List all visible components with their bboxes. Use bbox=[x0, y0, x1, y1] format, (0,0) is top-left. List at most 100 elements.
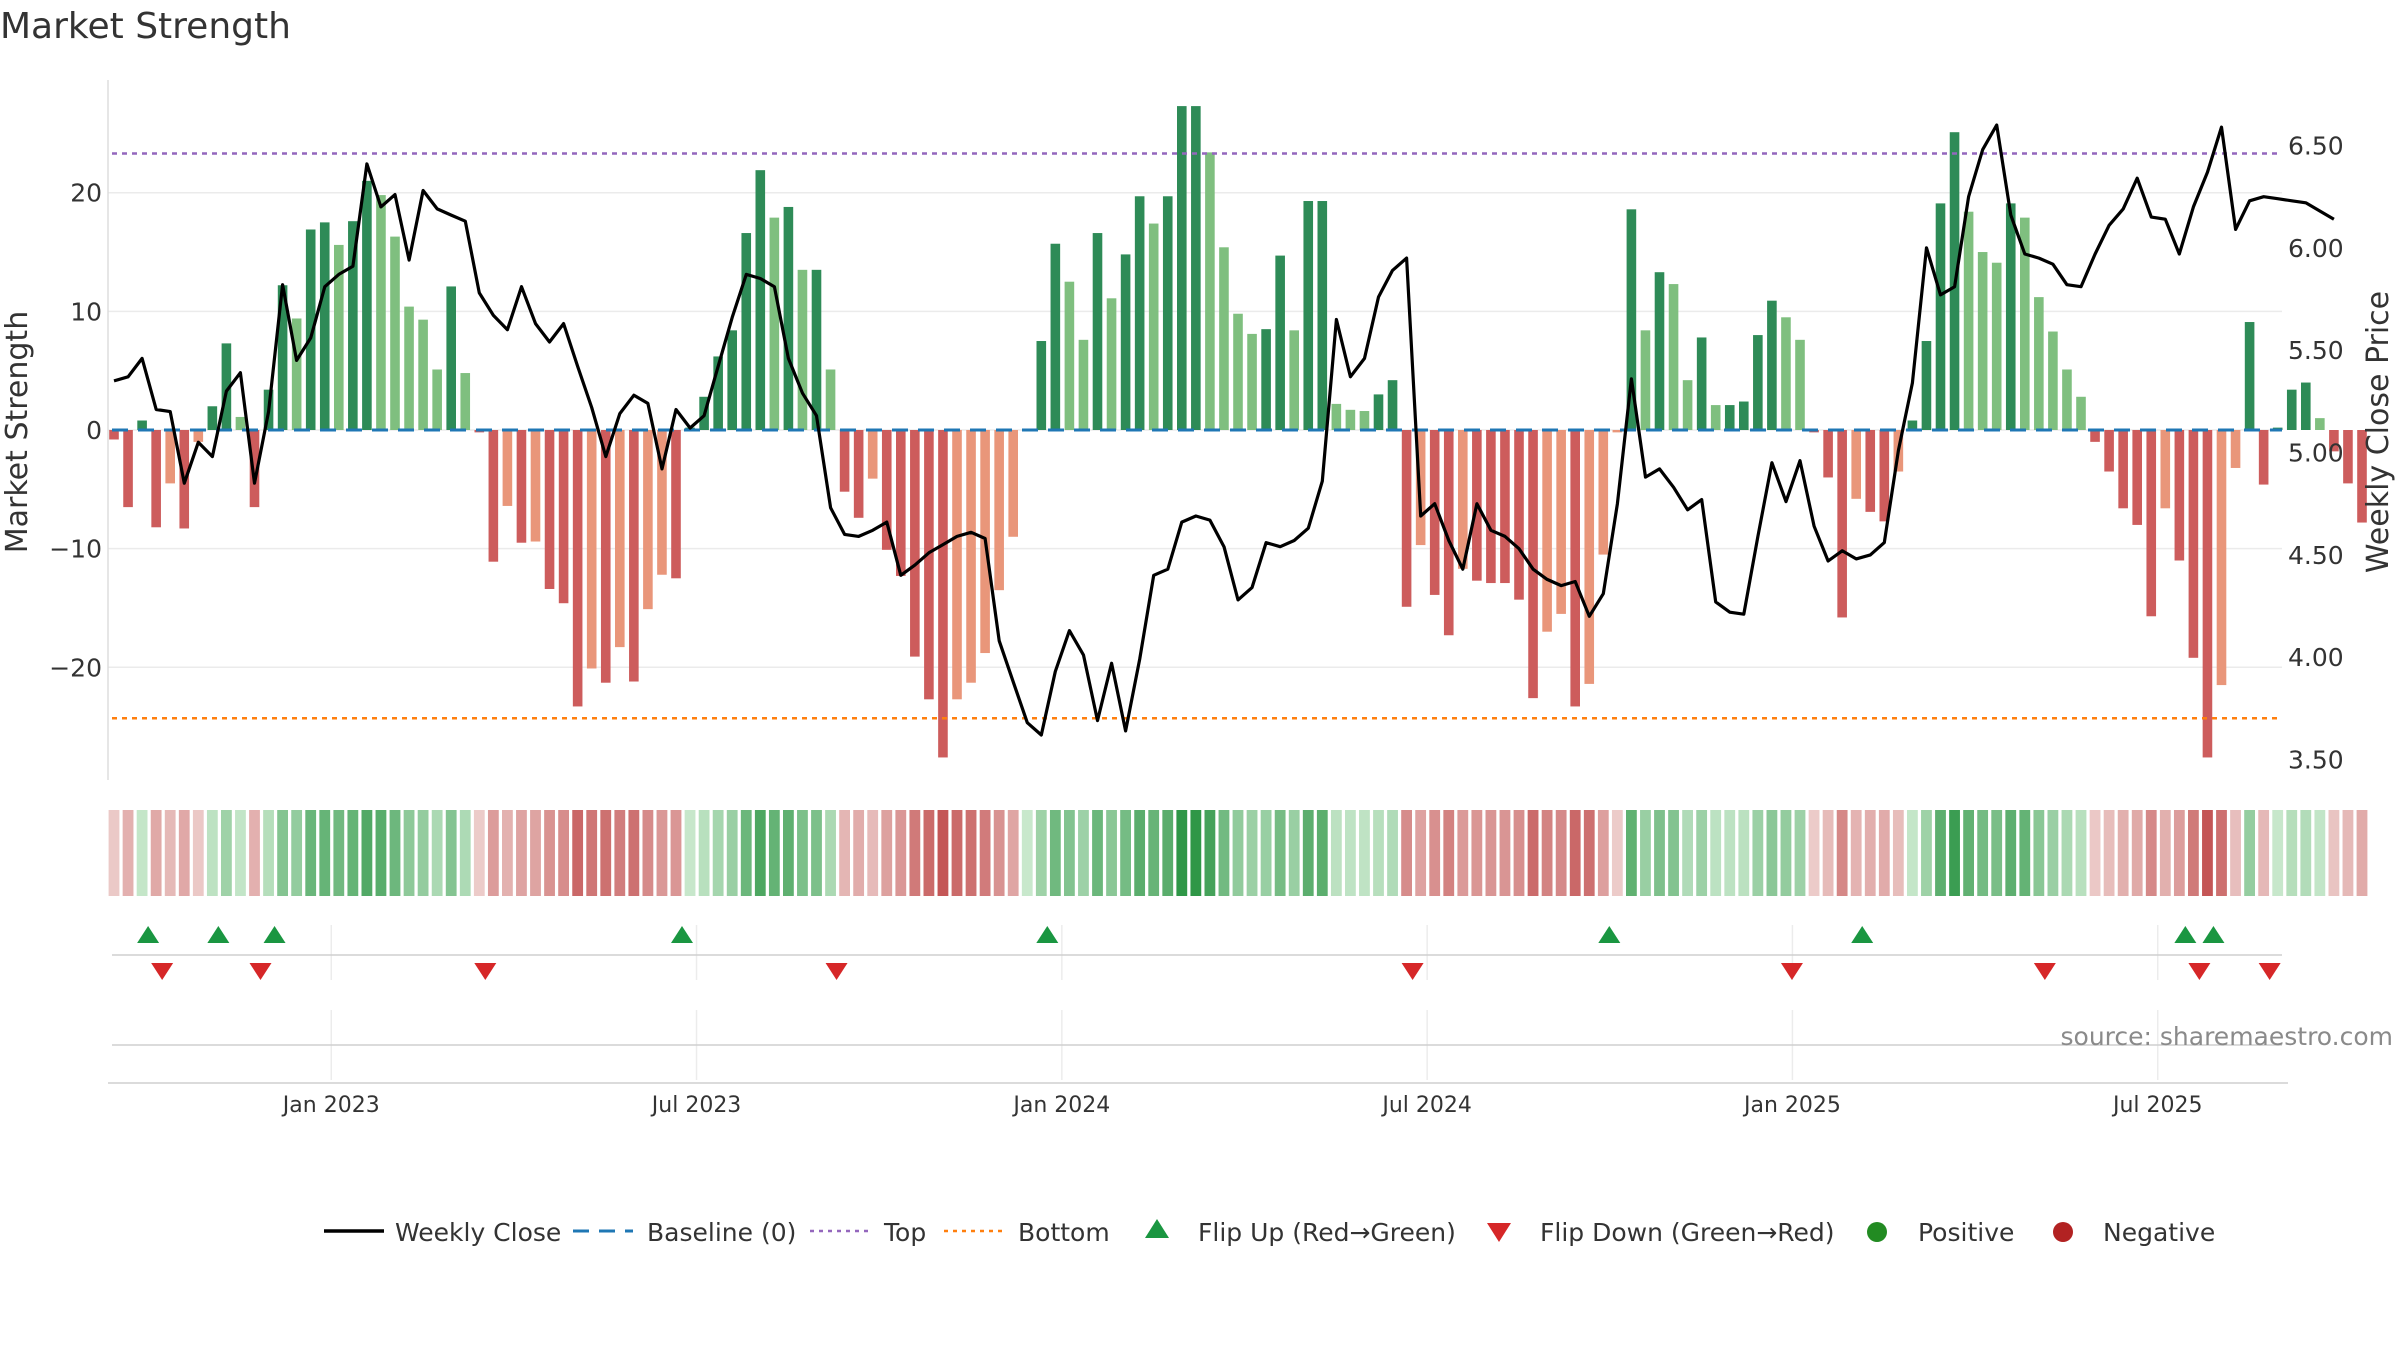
flip-up-marker bbox=[1851, 926, 1874, 943]
strength-bar bbox=[1401, 430, 1412, 607]
legend-flip-down: Flip Down (Green→Red) bbox=[1540, 1218, 1835, 1247]
strength-bar bbox=[811, 269, 822, 430]
strip-cell bbox=[1485, 810, 1497, 896]
y2-tick-label: 6.00 bbox=[2288, 234, 2344, 263]
strip-cell bbox=[136, 810, 148, 896]
strip-cell bbox=[1078, 810, 1089, 896]
strip-cell bbox=[206, 810, 218, 896]
strip-cell bbox=[1443, 810, 1455, 896]
strip-cell bbox=[150, 810, 162, 896]
y-tick-label: −20 bbox=[49, 653, 102, 682]
strip-cell bbox=[445, 810, 457, 896]
legend: Weekly Close Baseline (0) Top Bottom Fli… bbox=[324, 1218, 2215, 1247]
strength-bar bbox=[221, 343, 232, 430]
strip-cell bbox=[1668, 810, 1679, 896]
strength-bar bbox=[319, 222, 330, 430]
strip-cell bbox=[2342, 810, 2354, 896]
strip-cell bbox=[319, 810, 331, 896]
strength-bar bbox=[1387, 380, 1398, 430]
source-label: source: sharemaestro.com bbox=[2061, 1022, 2394, 1051]
strip-cell bbox=[1218, 810, 1230, 896]
strip-cell bbox=[881, 810, 893, 896]
strip-cell bbox=[1499, 810, 1511, 896]
strength-bar bbox=[867, 430, 878, 479]
strength-bar bbox=[1177, 106, 1187, 431]
strip-cell bbox=[558, 810, 569, 896]
y2-tick-label: 6.50 bbox=[2288, 131, 2344, 160]
strength-bar bbox=[235, 416, 246, 430]
strip-cell bbox=[2202, 810, 2213, 896]
y-tick-label: 20 bbox=[70, 179, 102, 208]
strength-bar bbox=[825, 369, 836, 430]
strip-cell bbox=[389, 810, 401, 896]
strip-cell bbox=[1232, 810, 1244, 896]
flip-up-marker bbox=[207, 926, 230, 943]
strength-bar bbox=[277, 285, 288, 430]
strength-bar bbox=[1654, 272, 1665, 430]
strip-cell bbox=[305, 810, 317, 896]
strip-cell bbox=[1049, 810, 1061, 896]
strength-bar bbox=[2188, 430, 2199, 658]
strip-cell bbox=[431, 810, 443, 896]
strip-cell bbox=[178, 810, 190, 896]
strip-cell bbox=[2005, 810, 2017, 896]
strip-cell bbox=[235, 810, 246, 896]
strip-cell bbox=[825, 810, 836, 896]
strip-cell bbox=[993, 810, 1005, 896]
reference-lines bbox=[112, 152, 2282, 720]
strip-cell bbox=[1583, 810, 1595, 896]
strip-cell bbox=[754, 810, 766, 896]
strength-bar bbox=[2202, 430, 2213, 758]
strip-cell bbox=[1316, 810, 1328, 896]
x-tick-label: Jul 2023 bbox=[650, 1093, 742, 1118]
strip-cell bbox=[1724, 810, 1736, 896]
strip-cell bbox=[572, 810, 584, 896]
flip-down-marker bbox=[249, 963, 272, 980]
strength-bar bbox=[1570, 430, 1580, 707]
strength-bar bbox=[2160, 430, 2171, 509]
strength-bar bbox=[404, 306, 414, 430]
strength-bar bbox=[966, 430, 976, 683]
legend-bottom: Bottom bbox=[1018, 1218, 1110, 1247]
strength-heat-strip bbox=[108, 810, 2368, 896]
strength-bar bbox=[2020, 217, 2030, 430]
strength-bar bbox=[2048, 331, 2058, 430]
y-axis-label: Market Strength bbox=[0, 311, 35, 553]
strength-bar bbox=[2174, 430, 2185, 561]
strip-cell bbox=[923, 810, 935, 896]
strength-bar bbox=[1584, 430, 1595, 684]
strength-bar bbox=[2132, 430, 2142, 525]
strip-cell bbox=[1850, 810, 1862, 896]
strength-bar bbox=[797, 269, 808, 430]
strip-cell bbox=[726, 810, 738, 896]
strip-cell bbox=[1035, 810, 1047, 896]
strength-bar bbox=[1781, 317, 1791, 430]
strip-cell bbox=[2061, 810, 2073, 896]
strip-cell bbox=[1766, 810, 1778, 896]
strength-bar bbox=[2357, 430, 2367, 523]
strength-bar bbox=[1359, 411, 1370, 430]
strip-cell bbox=[375, 810, 387, 896]
strip-cell bbox=[1864, 810, 1876, 896]
strip-cell bbox=[2300, 810, 2312, 896]
strength-bar bbox=[137, 420, 147, 430]
strip-cell bbox=[1977, 810, 1989, 896]
strip-cell bbox=[1429, 810, 1441, 896]
x-tick-label: Jan 2023 bbox=[281, 1093, 380, 1118]
strength-bar bbox=[460, 373, 471, 430]
strip-cell bbox=[164, 810, 176, 896]
strip-cell bbox=[192, 810, 204, 896]
strength-bar bbox=[629, 430, 639, 682]
strip-cell bbox=[263, 810, 274, 896]
left-axis-ticks: 20 10 0 −10 −20 bbox=[49, 179, 102, 683]
strength-bar bbox=[1907, 420, 1918, 430]
y2-tick-label: 3.50 bbox=[2288, 746, 2344, 775]
strip-cell bbox=[1611, 810, 1623, 896]
strip-cell bbox=[797, 810, 808, 896]
strength-bar bbox=[151, 430, 161, 528]
strip-cell bbox=[2075, 810, 2087, 896]
strip-cell bbox=[2286, 810, 2298, 896]
strength-bar bbox=[1991, 262, 2002, 430]
flip-down-marker bbox=[825, 963, 848, 980]
